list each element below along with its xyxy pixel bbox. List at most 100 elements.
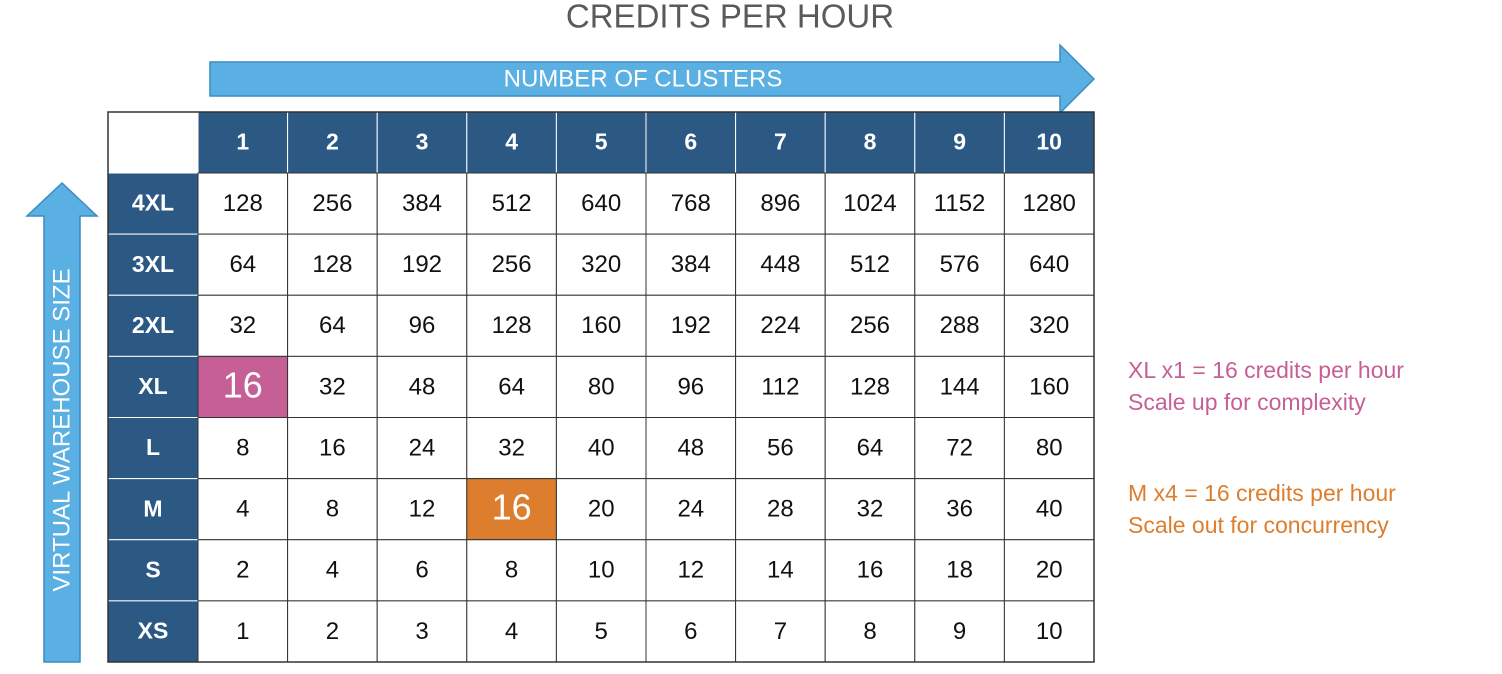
cell-value: 80 [588, 373, 615, 400]
cell-value: 64 [229, 251, 256, 278]
cell-value: 640 [581, 190, 621, 217]
note-line: XL x1 = 16 credits per hour [1128, 357, 1404, 383]
cell [376, 539, 468, 602]
cell-value: 384 [671, 251, 711, 278]
cell-value: 128 [492, 312, 532, 339]
row-header-cell [107, 600, 199, 663]
cell-value: 12 [409, 496, 436, 523]
cell [645, 233, 737, 296]
table-border [107, 111, 1095, 663]
header-cell [735, 111, 826, 174]
cell-value: 6 [415, 557, 428, 584]
cell [824, 233, 916, 296]
cell [645, 539, 737, 602]
cell [287, 233, 378, 296]
cell-value: 384 [402, 190, 442, 217]
row-header: XS [138, 618, 169, 644]
cell [1003, 478, 1095, 541]
cell-value: 96 [409, 312, 436, 339]
title: CREDITS PER HOUR [566, 0, 894, 35]
cell [735, 417, 826, 480]
cell [914, 600, 1005, 663]
cell-value: 48 [409, 373, 436, 400]
cell-value: 144 [940, 373, 980, 400]
cell-value: 16 [319, 434, 346, 461]
cell [287, 294, 378, 357]
row-header-cell [107, 417, 199, 480]
cell-value: 32 [498, 434, 525, 461]
cell [287, 172, 378, 235]
cell-value: 4 [236, 496, 249, 523]
cell-value: 6 [684, 618, 697, 645]
cell-value: 128 [223, 190, 263, 217]
cell [645, 600, 737, 663]
cell-value: 1024 [843, 190, 896, 217]
cell-value: 32 [857, 496, 884, 523]
cell [376, 294, 468, 357]
cell [914, 478, 1005, 541]
cell-value: 40 [588, 434, 615, 461]
cell [555, 539, 647, 602]
cell-value: 112 [761, 373, 799, 400]
cell [466, 417, 557, 480]
column-header: 3 [416, 129, 429, 155]
cell [466, 233, 557, 296]
cell-value: 18 [946, 557, 973, 584]
cell-value: 8 [505, 557, 518, 584]
cell-value: 288 [940, 312, 980, 339]
header-cell [824, 111, 916, 174]
cell-value: 160 [581, 312, 621, 339]
cell-value: 512 [850, 251, 890, 278]
row-header: XL [138, 373, 167, 399]
cell-value: 4 [326, 557, 339, 584]
cell-value: 256 [850, 312, 890, 339]
cell [735, 233, 826, 296]
note-line: Scale up for complexity [1128, 389, 1366, 415]
cell-value: 192 [402, 251, 442, 278]
cell-value: 72 [946, 434, 973, 461]
note-line: M x4 = 16 credits per hour [1128, 480, 1396, 506]
cell-value: 40 [1036, 496, 1063, 523]
cell-value: 768 [671, 190, 711, 217]
cell [466, 600, 557, 663]
cell-value: 2 [236, 557, 249, 584]
column-header: 7 [774, 129, 787, 155]
cell [197, 233, 289, 296]
header-cell [555, 111, 647, 174]
header-cell [914, 111, 1005, 174]
cell [645, 355, 737, 418]
cell [555, 600, 647, 663]
cell [824, 478, 916, 541]
cell-value: 224 [760, 312, 800, 339]
cell [1003, 600, 1095, 663]
column-header: 2 [326, 129, 339, 155]
column-header: 8 [864, 129, 877, 155]
cell [376, 172, 468, 235]
cell-value: 8 [863, 618, 876, 645]
cell-value: 32 [319, 373, 346, 400]
cell [287, 539, 378, 602]
cell-value: 32 [229, 312, 256, 339]
cell-value: 1152 [934, 190, 986, 217]
row-header: 4XL [132, 190, 174, 216]
cell [914, 233, 1005, 296]
cell [645, 478, 737, 541]
y-arrow-label: VIRTUAL WAREHOUSE SIZE [48, 268, 75, 591]
row-header: L [146, 434, 160, 460]
cell-value: 28 [767, 496, 794, 523]
cell [287, 478, 378, 541]
cell-value: 7 [774, 618, 787, 645]
row-header: M [143, 495, 162, 521]
cell-value: 9 [953, 618, 966, 645]
cell-value: 160 [1029, 373, 1069, 400]
cell-value: 16 [223, 364, 263, 405]
cell-value: 64 [319, 312, 346, 339]
cell-value: 8 [326, 496, 339, 523]
row-header-cell [107, 233, 199, 296]
cell [824, 355, 916, 418]
row-header: 3XL [132, 251, 174, 277]
x-arrow-label: NUMBER OF CLUSTERS [504, 65, 783, 92]
cell-value: 10 [1036, 618, 1063, 645]
